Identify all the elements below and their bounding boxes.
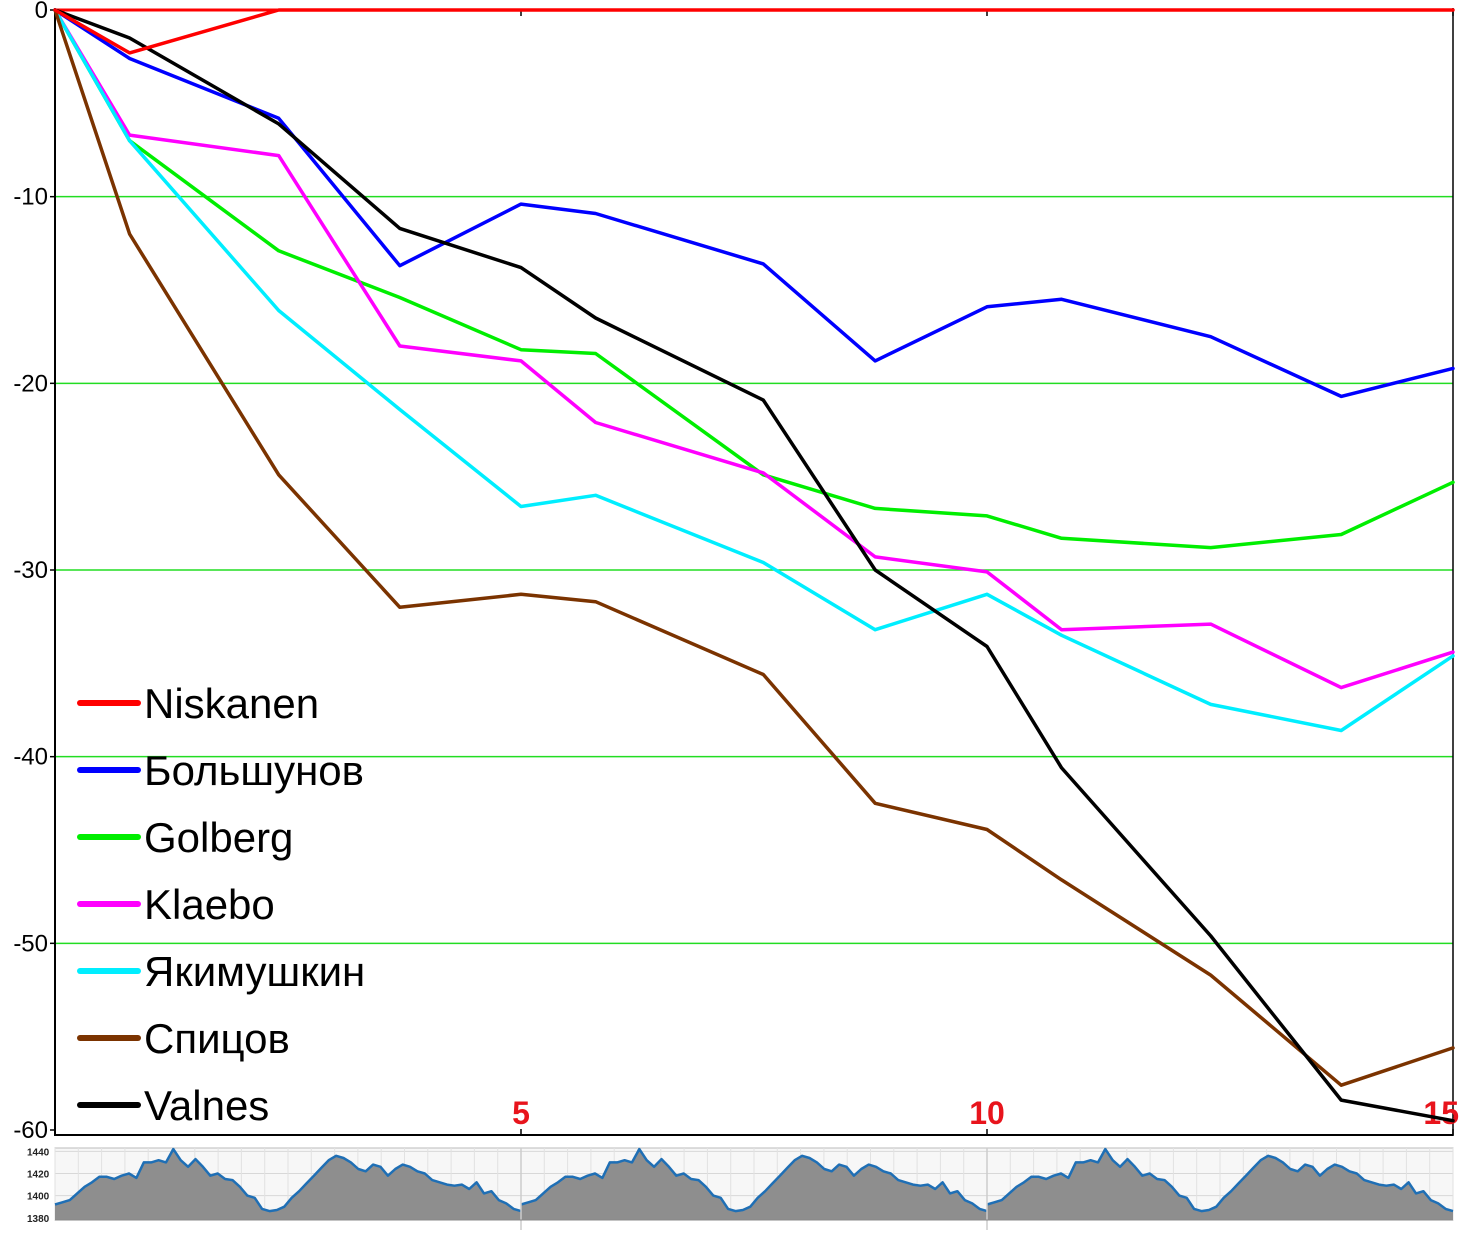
x-tick-label: 5 <box>512 1095 530 1131</box>
legend-label-2: Golberg <box>144 814 293 861</box>
profile-tick-label: 1380 <box>27 1214 50 1225</box>
legend-label-3: Klaebo <box>144 881 275 928</box>
profile-area-lap-1 <box>55 1149 521 1220</box>
y-tick-labels: 0 -10 -20 -30 -40 -50 -60 <box>13 0 55 1144</box>
series-line-6 <box>53 8 1455 1123</box>
profile-line-lap-2 <box>520 1147 988 1213</box>
elevation-profile: 1440 1420 1400 1380 <box>27 1147 1454 1230</box>
profile-area-lap-3 <box>987 1149 1453 1220</box>
y-tick-label: 0 <box>35 0 48 24</box>
y-tick-label: -30 <box>13 557 48 584</box>
profile-line-lap-1 <box>54 1147 522 1213</box>
series-line-4 <box>53 8 1455 733</box>
x-tick-labels: 5 10 15 <box>512 1095 1459 1131</box>
legend-label-0: Niskanen <box>144 680 319 727</box>
y-tick-label: -20 <box>13 370 48 397</box>
y-tick-label: -40 <box>13 744 48 771</box>
series-lines <box>53 8 1455 1123</box>
profile-tick-label: 1440 <box>27 1147 50 1158</box>
series-line-2 <box>53 8 1455 550</box>
legend-label-4: Якимушкин <box>144 948 365 995</box>
profile-line-lap-3 <box>986 1147 1454 1213</box>
series-line-0 <box>53 8 1455 55</box>
profile-tick-label: 1420 <box>27 1169 50 1180</box>
series-line-3 <box>53 8 1455 690</box>
y-tick-label: -60 <box>13 1117 48 1144</box>
legend-label-5: Спицов <box>144 1015 290 1062</box>
legend: Niskanen Большунов Golberg Klaebo Якимушкин С… <box>77 680 365 1129</box>
y-tick-label: -50 <box>13 930 48 957</box>
x-tick-label: 10 <box>969 1095 1005 1131</box>
profile-tick-label: 1400 <box>27 1192 50 1203</box>
legend-label-6: Valnes <box>144 1082 269 1129</box>
x-tick-label: 15 <box>1423 1095 1459 1131</box>
legend-label-1: Большунов <box>144 747 364 794</box>
series-line-1 <box>53 8 1455 399</box>
profile-area-lap-2 <box>521 1149 987 1220</box>
y-tick-label: -10 <box>13 184 48 211</box>
series-line-5 <box>53 8 1455 1087</box>
